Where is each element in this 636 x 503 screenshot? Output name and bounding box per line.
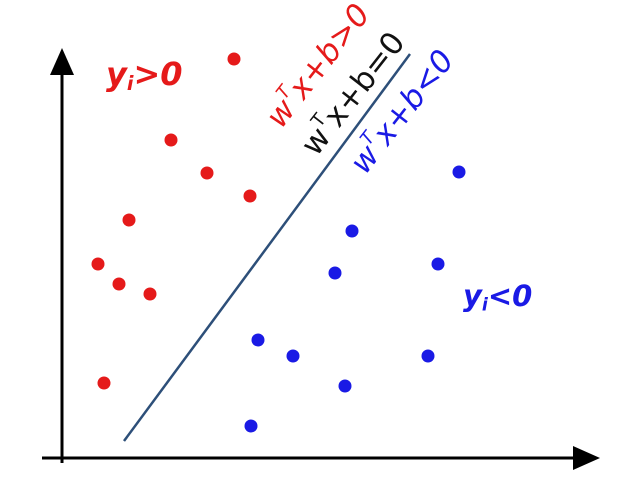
- negative-point: [421, 349, 435, 363]
- negative-point: [452, 165, 466, 179]
- negative-point: [338, 379, 352, 393]
- positive-point: [164, 133, 178, 147]
- negative-point: [244, 419, 258, 433]
- negative-point: [431, 257, 445, 271]
- negative-point: [251, 333, 265, 347]
- negative-point: [345, 224, 359, 238]
- negative-point: [286, 349, 300, 363]
- positive-point: [200, 166, 214, 180]
- label-region-positive: yi>0: [106, 55, 183, 95]
- positive-point: [122, 213, 136, 227]
- positive-point: [91, 257, 105, 271]
- negative-point: [328, 266, 342, 280]
- data-points: [91, 52, 466, 433]
- positive-point: [143, 287, 157, 301]
- label-region-negative: yi<0: [463, 279, 533, 316]
- positive-point: [243, 189, 257, 203]
- decision-boundary-line: [122, 53, 412, 442]
- positive-point: [97, 376, 111, 390]
- positive-point: [112, 277, 126, 291]
- positive-point: [227, 52, 241, 66]
